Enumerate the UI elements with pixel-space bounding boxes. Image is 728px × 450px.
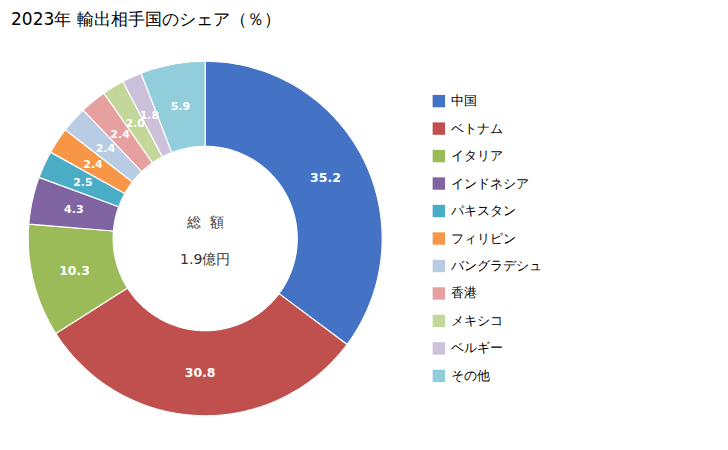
svg-text:30.8: 30.8 [185,365,216,380]
svg-text:2.4: 2.4 [110,127,130,141]
svg-text:4.3: 4.3 [64,203,84,216]
svg-text:10.3: 10.3 [59,263,90,278]
svg-text:香港: 香港 [451,285,477,300]
svg-text:その他: その他 [451,368,490,383]
svg-text:イタリア: イタリア [451,148,503,163]
svg-text:バングラデシュ: バングラデシュ [450,258,542,273]
svg-text:メキシコ: メキシコ [451,313,503,328]
html-text:2023年 輸出相手国のシェア（％）: 2023年 輸出相手国のシェア（％） [11,9,281,29]
svg-text:中国: 中国 [451,93,477,108]
svg-text:2.4: 2.4 [96,142,116,155]
svg-text:インドネシア: インドネシア [451,176,529,191]
svg-text:5.9: 5.9 [171,100,191,113]
svg-text:1.9億円: 1.9億円 [180,251,230,267]
svg-text:2.0: 2.0 [125,116,145,130]
svg-text:35.2: 35.2 [310,170,341,185]
svg-text:ベトナム: ベトナム [451,121,503,136]
svg-text:ベルギー: ベルギー [451,340,503,355]
svg-text:パキスタン: パキスタン [450,203,516,218]
svg-text:1.8: 1.8 [140,109,160,122]
svg-text:フィリピン: フィリピン [451,231,516,246]
svg-text:2.4: 2.4 [83,158,103,171]
svg-text:総 額: 総 額 [186,214,224,230]
svg-text:2.5: 2.5 [73,176,93,189]
